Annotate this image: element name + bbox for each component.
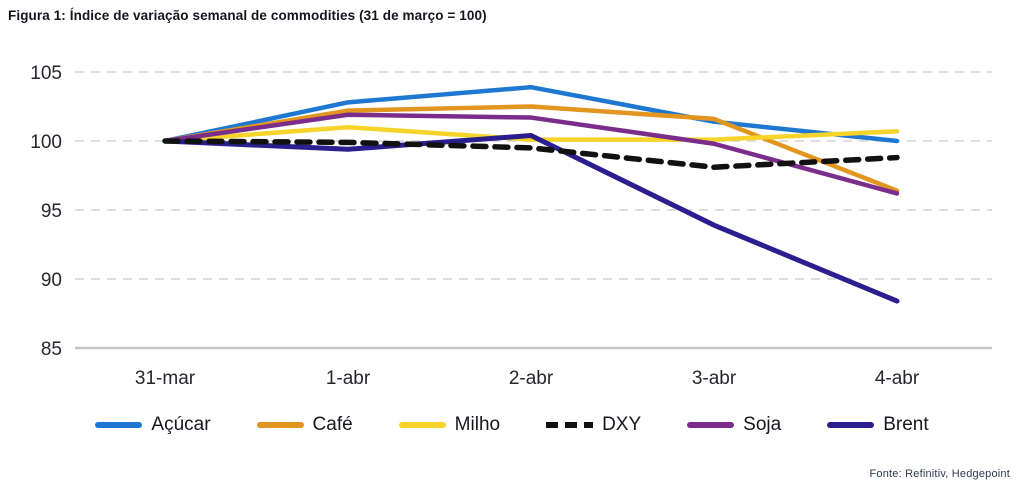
legend-swatch: [827, 422, 875, 428]
legend-label: Açúcar: [151, 414, 211, 435]
y-axis-tick-label: 100: [30, 132, 62, 153]
legend-label: DXY: [602, 414, 642, 435]
legend-swatch: [95, 422, 143, 428]
chart-title: Figura 1: Índice de variação semanal de …: [8, 8, 487, 23]
legend-label: Café: [312, 414, 353, 435]
legend: Açúcar Café Milho DXY Soja Brent: [0, 407, 1024, 443]
source-note: Fonte: Refinitiv, Hedgepoint: [869, 468, 1010, 480]
legend-item-acucar: Açúcar: [95, 414, 211, 436]
legend-item-milho: Milho: [398, 414, 501, 436]
y-axis-tick-label: 105: [30, 63, 62, 84]
series-line-soja: [162, 112, 900, 196]
legend-item-dxy: DXY: [546, 414, 641, 436]
x-axis-tick-label: 3-abr: [692, 368, 737, 389]
y-axis-tick-label: 90: [41, 270, 62, 291]
series-line-dxy: [162, 138, 900, 170]
line-chart: 105 100 95 90 85 31-mar 1-abr 2-abr 3-abr 4-abr: [30, 63, 992, 389]
legend-label: Brent: [883, 414, 929, 435]
x-axis-tick-label: 2-abr: [509, 368, 554, 389]
series-line-cafe: [162, 104, 900, 193]
legend-item-brent: Brent: [827, 414, 929, 436]
legend-swatch: [687, 422, 735, 428]
legend-item-soja: Soja: [687, 414, 781, 436]
legend-swatch: [546, 421, 594, 429]
y-axis-tick-label: 95: [41, 201, 62, 222]
legend-swatch: [256, 422, 304, 428]
y-axis-tick-label: 85: [41, 339, 62, 360]
x-axis-tick-label: 31-mar: [135, 368, 196, 389]
legend-label: Milho: [454, 414, 501, 435]
legend-swatch: [398, 422, 446, 428]
legend-label: Soja: [743, 414, 782, 435]
series-line-brent: [162, 132, 900, 304]
series-line-milho: [162, 124, 900, 144]
series-line-acucar: [162, 84, 900, 144]
legend-item-cafe: Café: [256, 414, 353, 436]
x-axis-tick-label: 1-abr: [326, 368, 371, 389]
x-axis-tick-label: 4-abr: [875, 368, 920, 389]
